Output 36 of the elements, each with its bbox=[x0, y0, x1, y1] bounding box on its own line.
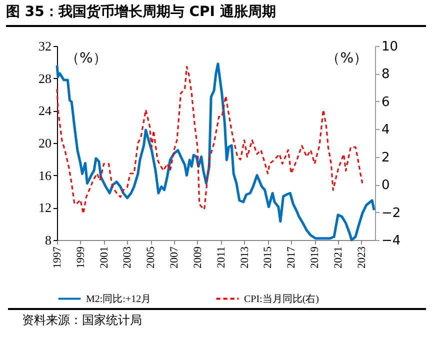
y2-tick-label: 8 bbox=[382, 67, 390, 82]
x-tick-label: 2007 bbox=[168, 246, 181, 268]
y2-tick-label: 6 bbox=[382, 94, 390, 110]
y-axis-title: （%） bbox=[66, 50, 107, 66]
x-tick-label: 2017 bbox=[286, 246, 298, 268]
y2-tick-label: 0 bbox=[382, 178, 390, 194]
y-tick-label: 16 bbox=[38, 168, 52, 183]
legend-label: CPI:当月同比(右) bbox=[244, 292, 319, 305]
x-tick-label: 2013 bbox=[238, 246, 251, 268]
chart-title: 图 35：我国货币增长周期与 CPI 通胀周期 bbox=[6, 3, 426, 27]
x-tick-label: 2005 bbox=[145, 246, 158, 268]
y2-tick-label: 4 bbox=[382, 122, 390, 138]
x-tick-label: 2015 bbox=[262, 246, 274, 268]
y-tick-label: 8 bbox=[45, 232, 52, 248]
x-tick-label: 1997 bbox=[52, 246, 64, 268]
x-tick-label: 2021 bbox=[332, 246, 344, 268]
x-tick-label: 2001 bbox=[98, 246, 110, 268]
y2-tick-label: −2 bbox=[382, 206, 401, 221]
y-tick-label: 32 bbox=[38, 38, 52, 54]
legend-label: M2:同比:+12月 bbox=[86, 292, 152, 305]
x-tick-label: 2011 bbox=[215, 246, 228, 268]
x-tick-label: 2003 bbox=[122, 246, 134, 268]
line-series bbox=[56, 66, 364, 214]
y-tick-label: 12 bbox=[38, 200, 52, 216]
x-tick-label: 2009 bbox=[192, 246, 204, 268]
x-tick-label: 1999 bbox=[74, 246, 87, 268]
y-tick-label: 24 bbox=[38, 103, 52, 118]
x-tick-label: 2019 bbox=[309, 246, 322, 268]
y-tick-label: 28 bbox=[38, 70, 52, 86]
y2-tick-label: −4 bbox=[382, 234, 401, 248]
y2-tick-label: 10 bbox=[382, 40, 398, 54]
y2-tick-label: 2 bbox=[382, 150, 390, 166]
y-tick-label: 20 bbox=[38, 136, 52, 150]
text: 资料来源：国家统计局 bbox=[8, 308, 426, 329]
x-tick-label: 2023 bbox=[356, 246, 368, 268]
y2-axis-title: （%） bbox=[326, 50, 368, 66]
